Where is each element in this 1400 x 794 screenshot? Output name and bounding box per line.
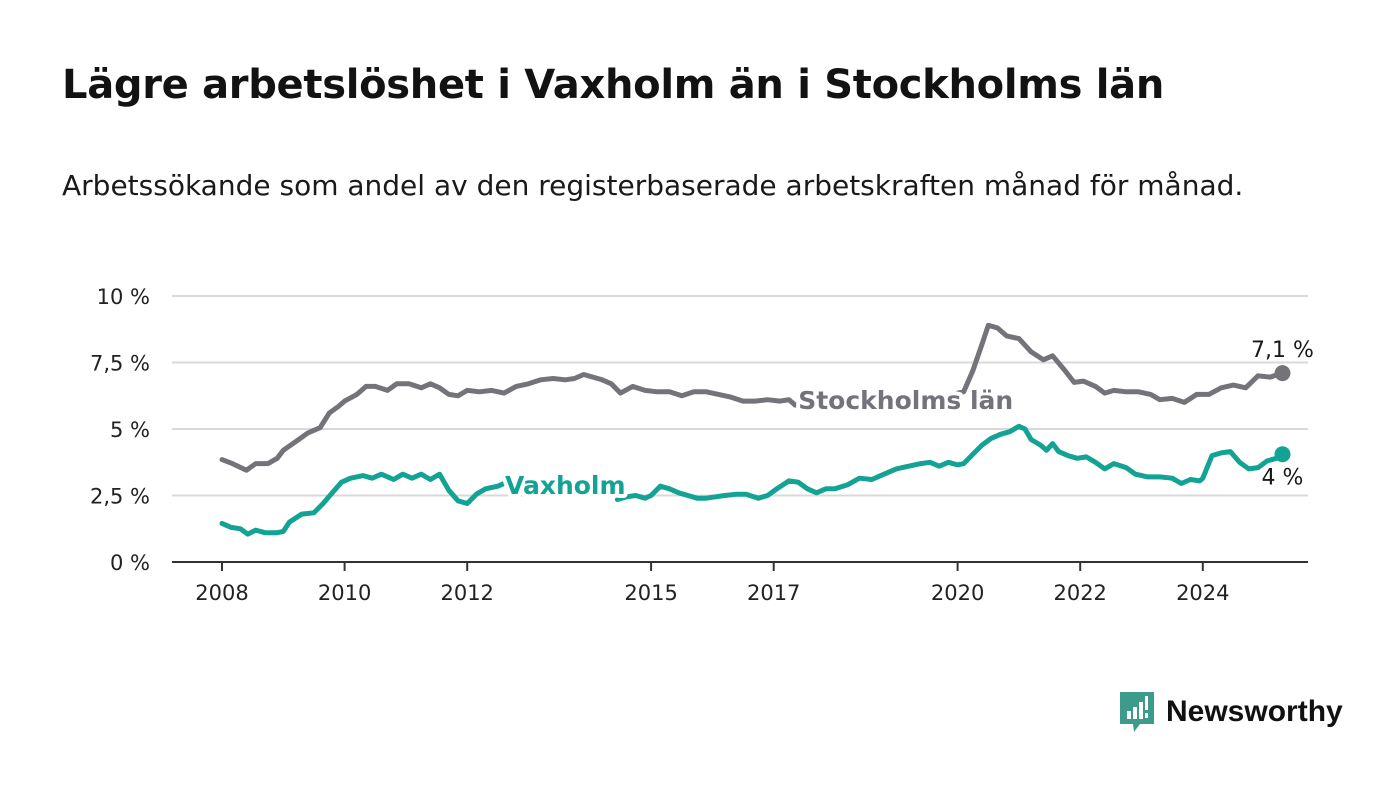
x-tick-label: 2012: [440, 581, 493, 605]
x-tick-label: 2020: [931, 581, 984, 605]
x-tick-label: 2015: [624, 581, 677, 605]
y-axis-ticks: 0 % 2,5 % 5 % 7,5 % 10 %: [90, 285, 150, 575]
x-axis: 2008 2010 2012 2015 2017 2020 2022 2024: [172, 561, 1308, 605]
newsworthy-logo-icon: [1120, 692, 1154, 732]
chart-labels: 7,1 % 4 % Stockholms län Vaxholm: [501, 338, 1314, 504]
x-tick-label: 2008: [195, 581, 248, 605]
x-tick-label: 2024: [1176, 581, 1229, 605]
series-end-point: [1274, 365, 1291, 382]
chart-gridlines: [172, 295, 1308, 497]
x-tick-label: 2022: [1053, 581, 1106, 605]
y-tick-label: 5 %: [110, 418, 150, 442]
y-tick-label: 2,5 %: [90, 485, 150, 509]
page-subtitle: Arbetssökande som andel av den registerb…: [62, 169, 1244, 202]
page-title: Lägre arbetslöshet i Vaxholm än i Stockh…: [62, 62, 1165, 108]
x-tick-label: 2010: [318, 581, 371, 605]
y-tick-label: 7,5 %: [90, 352, 150, 376]
line-chart: 0 % 2,5 % 5 % 7,5 % 10 % 2008 2010 2012 2015 201…: [90, 285, 1314, 605]
series-end-point: [1274, 446, 1291, 463]
y-tick-label: 0 %: [110, 551, 150, 575]
newsworthy-logo: Newsworthy: [1118, 690, 1343, 734]
series-line: [219, 322, 1285, 473]
series-end-label: 4 %: [1262, 465, 1304, 490]
chart-series: [219, 322, 1291, 537]
brand-name: Newsworthy: [1166, 695, 1343, 728]
x-tick-label: 2017: [747, 581, 800, 605]
series-name-label: Vaxholm: [505, 471, 626, 500]
series-line: [219, 423, 1285, 537]
y-tick-label: 10 %: [97, 285, 150, 309]
series-name-label: Stockholms län: [798, 386, 1013, 415]
series-end-label: 7,1 %: [1251, 338, 1314, 363]
